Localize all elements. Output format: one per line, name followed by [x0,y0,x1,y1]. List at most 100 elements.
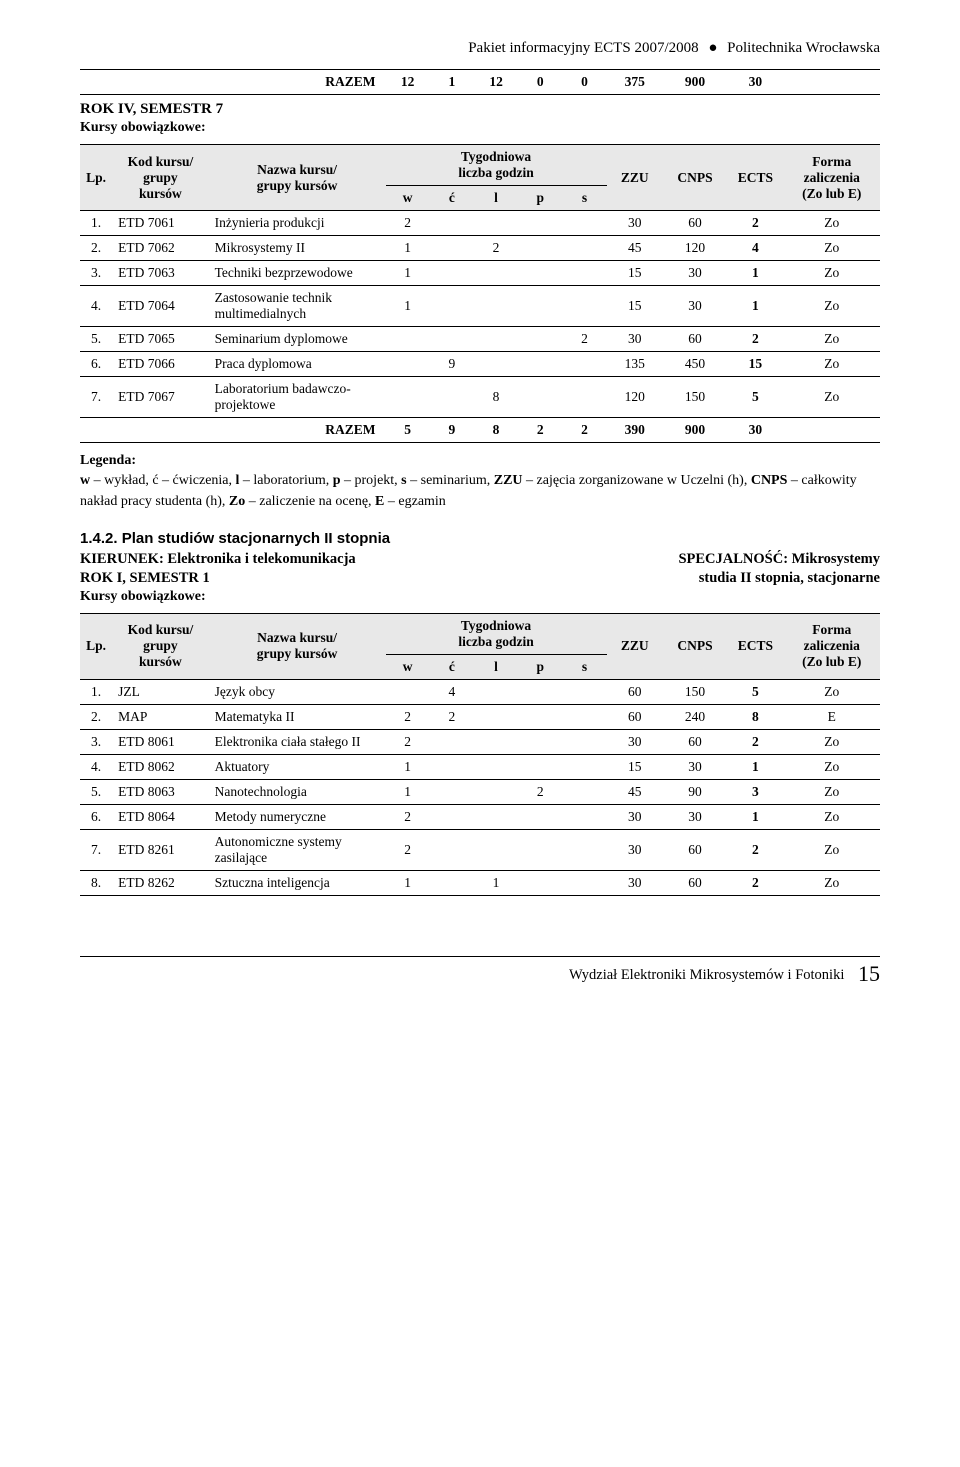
cell: 1 [727,804,783,829]
cell [430,754,474,779]
razem-cell: 390 [607,418,663,443]
cell: ETD 7061 [112,211,208,236]
cell: 1 [474,870,518,895]
cell [474,729,518,754]
razem-cell: 9 [430,418,474,443]
cell: 2 [727,829,783,870]
cell: 3 [727,779,783,804]
th-tyg: Tygodniowa liczba godzin [386,145,607,186]
th2-nazwa: Nazwa kursu/ grupy kursów [209,613,386,679]
th-forma: Forma zaliczenia (Zo lub E) [783,145,880,211]
razem-cell: 8 [474,418,518,443]
cell [518,704,562,729]
th2-kod-text: Kod kursu/ grupy kursów [128,622,194,669]
cell: 30 [607,804,663,829]
cell: Laboratorium badawczo-projektowe [209,377,386,418]
cell: Seminarium dyplomowe [209,327,386,352]
cell: 1. [80,679,112,704]
cell: 2 [562,327,606,352]
cell: ETD 8262 [112,870,208,895]
table-row: 7.ETD 7067Laboratorium badawczo-projekto… [80,377,880,418]
razem-cell: 2 [518,418,562,443]
cell: 1. [80,211,112,236]
cell [386,679,430,704]
cell: 6. [80,352,112,377]
page-footer: Wydział Elektroniki Mikrosystemów i Foto… [80,956,880,987]
cell: 3. [80,261,112,286]
cell [430,804,474,829]
th-c: ć [430,186,474,211]
cell [518,729,562,754]
cell [430,870,474,895]
th-s: s [562,186,606,211]
plan2-subtitle: Kursy obowiązkowe: [80,589,880,605]
cell: Zo [783,261,880,286]
cell [518,286,562,327]
razem-label: RAZEM [80,418,386,443]
cell: 9 [430,352,474,377]
razem-top-c4: 0 [562,70,606,95]
cell: 30 [663,286,727,327]
table1-head: Lp. Kod kursu/ grupy kursów Nazwa kursu/… [80,145,880,211]
cell: Elektronika ciała stałego II [209,729,386,754]
cell: 2 [518,779,562,804]
cell: Zo [783,754,880,779]
cell: 7. [80,829,112,870]
cell [518,211,562,236]
razem-top-c3: 0 [518,70,562,95]
cell: 5. [80,327,112,352]
cell: Język obcy [209,679,386,704]
th2-forma: Forma zaliczenia (Zo lub E) [783,613,880,679]
cell [474,261,518,286]
th-p: p [518,186,562,211]
cell: Zo [783,729,880,754]
cell: 60 [663,729,727,754]
header-left: Pakiet informacyjny ECTS 2007/2008 [468,40,698,56]
footer-text: Wydział Elektroniki Mikrosystemów i Foto… [569,967,844,983]
th2-cnps: CNPS [663,613,727,679]
course-table-2: Lp. Kod kursu/ grupy kursów Nazwa kursu/… [80,613,880,896]
th-nazwa: Nazwa kursu/ grupy kursów [209,145,386,211]
th2-lp: Lp. [80,613,112,679]
cell: Zo [783,211,880,236]
table-row: 6.ETD 8064Metody numeryczne230301Zo [80,804,880,829]
razem-top-label: RAZEM [80,70,386,95]
cell: 30 [663,261,727,286]
cell: Zo [783,829,880,870]
cell: 2 [386,704,430,729]
cell [430,211,474,236]
cell: ETD 7063 [112,261,208,286]
th2-forma-text: Forma zaliczenia (Zo lub E) [802,622,861,669]
cell: 5. [80,779,112,804]
cell: 30 [663,754,727,779]
cell: 60 [663,829,727,870]
cell: 2. [80,236,112,261]
cell: 135 [607,352,663,377]
cell: 2. [80,704,112,729]
plan2-heading: 1.4.2. Plan studiów stacjonarnych II sto… [80,530,880,547]
cell [518,352,562,377]
cell: Praca dyplomowa [209,352,386,377]
table-row: 1.ETD 7061Inżynieria produkcji230602Zo [80,211,880,236]
razem-cell: 900 [663,418,727,443]
cell: 30 [607,829,663,870]
cell: ETD 7067 [112,377,208,418]
cell: 4 [727,236,783,261]
cell: 2 [727,211,783,236]
cell [518,261,562,286]
cell: 2 [727,729,783,754]
cell [430,261,474,286]
cell: ETD 8062 [112,754,208,779]
legenda-text: w – wykład, ć – ćwiczenia, l – laborator… [80,473,857,508]
razem-cell: 30 [727,418,783,443]
cell [386,352,430,377]
th-kod-text: Kod kursu/ grupy kursów [128,154,194,201]
cell [474,829,518,870]
th-w: w [386,186,430,211]
cell: 1 [727,286,783,327]
plan2-right1: SPECJALNOŚĆ: Mikrosystemy [678,551,880,568]
th-forma-text: Forma zaliczenia (Zo lub E) [802,154,861,201]
cell [562,870,606,895]
plan2-right2: studia II stopnia, stacjonarne [699,570,880,587]
cell: 30 [607,870,663,895]
